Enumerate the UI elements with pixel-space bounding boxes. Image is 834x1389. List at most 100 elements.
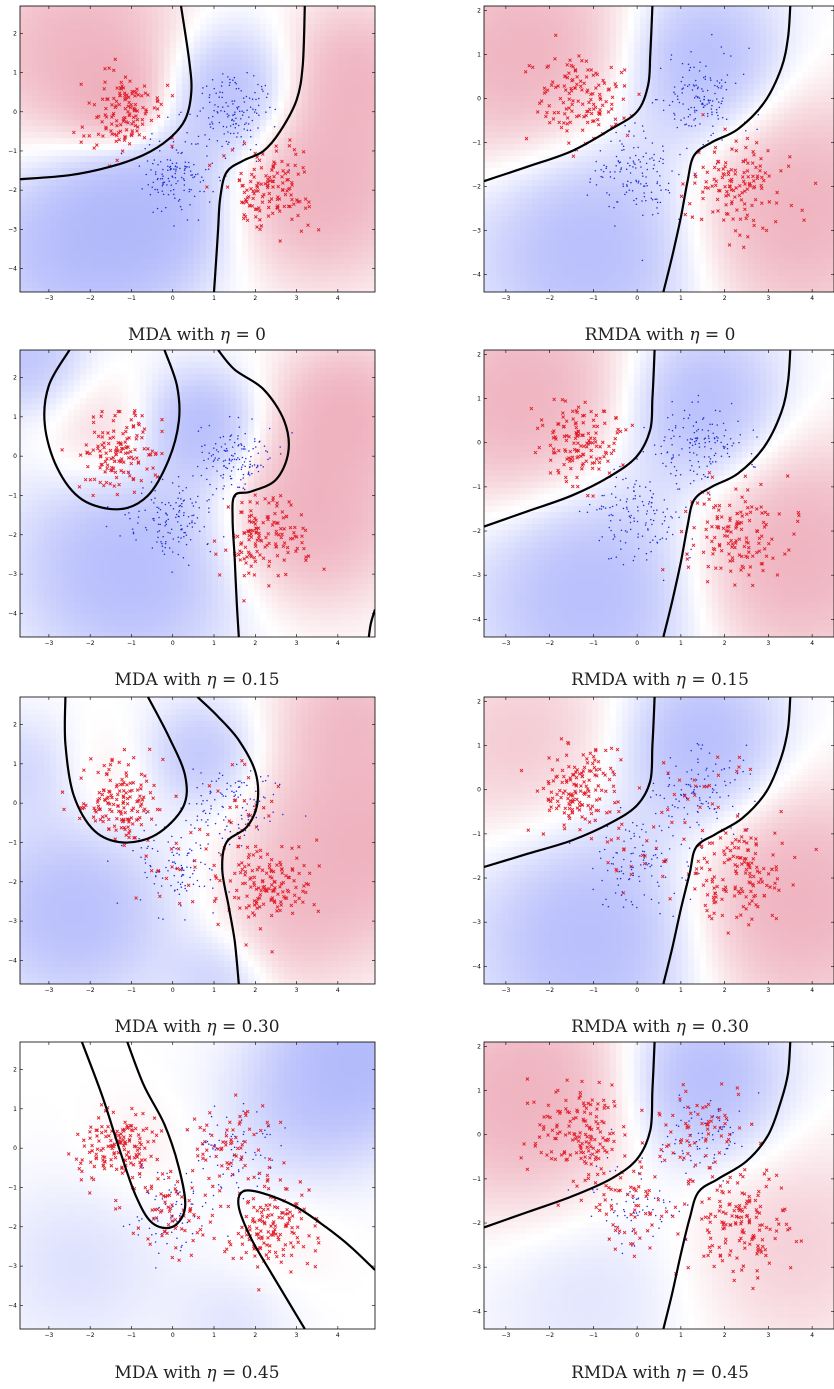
surface-cell bbox=[62, 192, 69, 199]
surface-cell bbox=[604, 42, 611, 49]
surface-cell bbox=[224, 204, 231, 211]
surface-cell bbox=[610, 72, 617, 79]
surface-cell bbox=[146, 210, 153, 217]
surface-cell bbox=[766, 36, 773, 43]
surface-cell bbox=[544, 84, 551, 91]
surface-cell bbox=[134, 60, 141, 67]
surface-cell bbox=[730, 90, 737, 97]
surface-cell bbox=[146, 282, 153, 289]
class-b-point bbox=[197, 219, 200, 221]
surface-cell bbox=[134, 210, 141, 217]
surface-cell bbox=[344, 126, 351, 133]
surface-cell bbox=[158, 18, 165, 25]
surface-cell bbox=[260, 126, 267, 133]
surface-cell bbox=[706, 150, 713, 157]
surface-cell bbox=[266, 216, 273, 223]
surface-cell bbox=[146, 42, 153, 49]
surface-cell bbox=[374, 24, 375, 31]
surface-cell bbox=[32, 30, 39, 37]
surface-cell bbox=[736, 96, 743, 103]
surface-cell bbox=[98, 210, 105, 217]
surface-cell bbox=[616, 126, 623, 133]
surface-cell bbox=[544, 36, 551, 43]
surface-cell bbox=[622, 24, 629, 31]
surface-cell bbox=[808, 24, 815, 31]
surface-cell bbox=[80, 210, 87, 217]
class-b-point bbox=[177, 180, 179, 182]
surface-cell bbox=[200, 270, 207, 277]
surface-cell bbox=[110, 222, 117, 229]
x-tick-label: 2 bbox=[253, 295, 257, 302]
surface-cell bbox=[146, 54, 153, 61]
surface-cell bbox=[170, 162, 177, 169]
surface-cell bbox=[508, 84, 515, 91]
surface-cell bbox=[308, 162, 315, 169]
surface-cell bbox=[260, 162, 267, 169]
surface-cell bbox=[802, 6, 809, 13]
surface-cell bbox=[74, 84, 81, 91]
surface-cell bbox=[604, 132, 611, 139]
surface-cell bbox=[374, 174, 375, 181]
surface-cell bbox=[350, 60, 357, 67]
surface-cell bbox=[338, 60, 345, 67]
surface-cell bbox=[68, 258, 75, 265]
surface-cell bbox=[490, 144, 497, 151]
surface-cell bbox=[350, 12, 357, 19]
surface-cell bbox=[230, 282, 237, 289]
surface-cell bbox=[802, 114, 809, 121]
class-b-point bbox=[232, 114, 234, 116]
class-b-point bbox=[213, 109, 215, 112]
surface-cell bbox=[50, 282, 57, 289]
class-b-point bbox=[149, 193, 152, 196]
surface-cell bbox=[242, 180, 249, 187]
surface-cell bbox=[604, 84, 611, 91]
surface-cell bbox=[206, 132, 213, 139]
surface-cell bbox=[230, 228, 237, 235]
surface-cell bbox=[652, 6, 659, 13]
class-b-point bbox=[243, 128, 245, 130]
surface-cell bbox=[592, 66, 599, 73]
surface-cell bbox=[664, 108, 671, 115]
surface-cell bbox=[266, 186, 273, 193]
surface-cell bbox=[80, 12, 87, 19]
surface-cell bbox=[158, 258, 165, 265]
surface-cell bbox=[556, 12, 563, 19]
surface-cell bbox=[808, 114, 815, 121]
surface-cell bbox=[62, 264, 69, 271]
surface-cell bbox=[820, 102, 827, 109]
surface-cell bbox=[272, 30, 279, 37]
surface-cell bbox=[206, 264, 213, 271]
surface-cell bbox=[182, 144, 189, 151]
surface-cell bbox=[508, 138, 515, 145]
surface-cell bbox=[254, 216, 261, 223]
surface-cell bbox=[296, 234, 303, 241]
surface-cell bbox=[362, 102, 369, 109]
surface-cell bbox=[248, 264, 255, 271]
surface-cell bbox=[86, 42, 93, 49]
surface-cell bbox=[350, 144, 357, 151]
surface-cell bbox=[248, 216, 255, 223]
surface-cell bbox=[170, 264, 177, 271]
surface-cell bbox=[266, 168, 273, 175]
surface-cell bbox=[314, 114, 321, 121]
surface-cell bbox=[826, 102, 833, 109]
surface-cell bbox=[598, 84, 605, 91]
surface-cell bbox=[742, 36, 749, 43]
surface-cell bbox=[164, 216, 171, 223]
surface-cell bbox=[712, 42, 719, 49]
surface-cell bbox=[224, 90, 231, 97]
surface-cell bbox=[748, 90, 755, 97]
surface-cell bbox=[122, 126, 129, 133]
surface-cell bbox=[296, 246, 303, 253]
surface-cell bbox=[38, 102, 45, 109]
surface-cell bbox=[158, 288, 165, 292]
surface-cell bbox=[194, 132, 201, 139]
surface-cell bbox=[640, 120, 647, 127]
surface-cell bbox=[80, 192, 87, 199]
surface-cell bbox=[116, 30, 123, 37]
surface-cell bbox=[230, 84, 237, 91]
surface-cell bbox=[676, 150, 683, 157]
surface-cell bbox=[176, 138, 183, 145]
surface-cell bbox=[368, 270, 375, 277]
surface-cell bbox=[574, 60, 581, 67]
